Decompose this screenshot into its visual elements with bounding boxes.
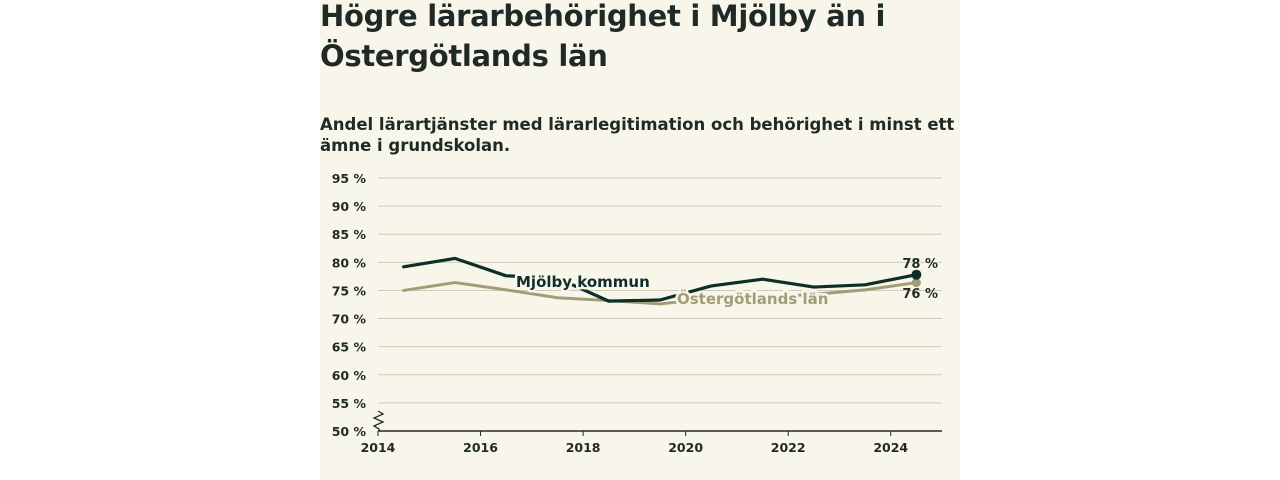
end-label-ostergotland: 76 % [902,287,938,302]
y-tick-label: 65 % [332,340,367,355]
chart-subtitle: Andel lärartjänster med lärarlegitimatio… [320,115,955,155]
y-tick-label: 90 % [332,199,367,214]
end-marker-mjolby [911,269,922,280]
x-tick-label: 2020 [668,440,703,455]
series-label-mjolby: Mjölby kommun [516,273,650,291]
y-tick-label: 70 % [332,312,367,327]
chart-panel: Högre lärarbehörighet i Mjölby än i Öste… [320,0,960,480]
chart-title: Högre lärarbehörighet i Mjölby än i Öste… [320,0,886,73]
y-tick-label: 85 % [332,227,367,242]
end-marker-ostergotland [911,278,921,288]
y-tick-label: 75 % [332,283,367,298]
y-tick-label: 50 % [332,424,367,439]
x-tick-label: 2014 [361,440,396,455]
end-label-mjolby: 78 % [902,257,938,272]
series-line-mjolby [402,256,918,303]
y-tick-label: 55 % [332,396,367,411]
line-chart: 50 % 55 % 60 % 65 % 70 % 75 % 80 % 85 % 90 % 95 %… [332,171,942,455]
y-tick-label: 80 % [332,255,367,270]
x-tick-label: 2024 [873,440,908,455]
y-tick-label: 60 % [332,368,367,383]
series-label-mjolby-halo: Mjölby kommun [516,273,650,291]
series-label-ostergotland-halo: Östergötlands län [677,289,828,308]
axis-break-icon [372,410,385,431]
x-tick-label: 2016 [463,440,498,455]
x-tick-label: 2018 [566,440,601,455]
series-line-ostergotland [402,281,918,306]
series-label-ostergotland: Östergötlands län [677,289,828,308]
x-tick-label: 2022 [771,440,806,455]
y-tick-label: 95 % [332,171,367,186]
